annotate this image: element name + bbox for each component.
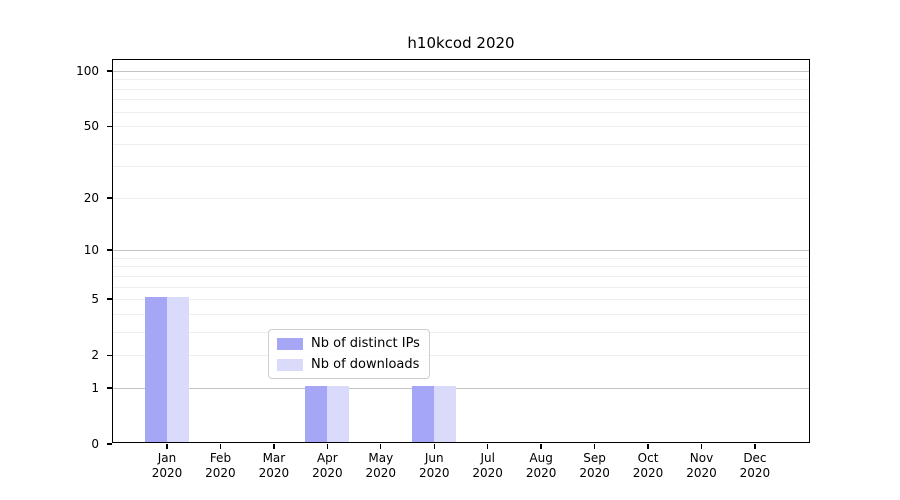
gridline-minor <box>113 331 809 333</box>
bar <box>167 297 189 442</box>
x-tick-label: Mar 2020 <box>258 451 290 480</box>
y-tick-mark <box>106 70 112 72</box>
x-tick-label: Jul 2020 <box>472 451 503 480</box>
chart-title: h10kcod 2020 <box>407 34 515 52</box>
x-tick-label: Jun 2020 <box>418 451 450 480</box>
y-tick-label: 0 <box>91 437 99 451</box>
y-tick-label: 20 <box>83 190 99 205</box>
gridline-minor <box>113 88 809 90</box>
y-tick-mark <box>106 387 112 389</box>
x-tick-label: Nov 2020 <box>686 451 717 480</box>
y-tick-mark <box>106 443 112 445</box>
gridline-minor <box>113 266 809 268</box>
y-tick-mark <box>106 197 112 199</box>
x-tick-label: May 2020 <box>365 451 397 480</box>
x-tick-mark <box>273 444 275 449</box>
x-tick-label: Feb 2020 <box>205 451 236 480</box>
gridline-minor <box>113 99 809 101</box>
bar <box>305 385 328 442</box>
gridline-minor <box>113 313 809 315</box>
gridline-major <box>113 387 809 389</box>
y-tick-label: 5 <box>91 292 99 307</box>
legend-label: Nb of downloads <box>311 357 420 372</box>
x-tick-label: Aug 2020 <box>525 451 557 480</box>
plot-area: 0 1 2 5 10 20 50 100 Jan 2020 Feb 2020 Mar 2020 Apr 202… <box>76 59 810 480</box>
bar <box>412 385 435 442</box>
x-tick-mark <box>593 444 596 449</box>
gridline-minor <box>113 111 809 113</box>
y-tick-label: 100 <box>76 64 99 78</box>
gridline-minor <box>113 286 809 288</box>
x-tick-label: Dec 2020 <box>739 451 771 480</box>
x-tick-mark <box>433 444 435 449</box>
legend-swatch <box>277 358 303 371</box>
y-tick-mark <box>106 298 112 300</box>
gridline-minor <box>113 355 809 357</box>
legend-label: Nb of distinct IPs <box>311 336 420 351</box>
y-tick-mark <box>106 249 112 251</box>
y-tick-mark <box>106 354 112 356</box>
gridline-minor <box>113 275 809 277</box>
x-tick-mark <box>219 444 222 449</box>
gridline-major <box>113 71 809 72</box>
x-tick-mark <box>540 444 542 449</box>
bar <box>327 385 350 442</box>
x-tick-mark <box>487 444 489 449</box>
gridline-minor <box>113 143 809 145</box>
x-tick-label: Jan 2020 <box>151 451 183 480</box>
x-tick-mark <box>380 444 382 449</box>
gridline-minor <box>113 79 809 81</box>
gridline-minor <box>113 166 809 168</box>
legend-entry: Nb of downloads <box>277 356 420 373</box>
y-tick-label: 10 <box>83 243 99 258</box>
y-tick-label: 50 <box>83 119 99 134</box>
y-tick-label: 2 <box>91 348 99 363</box>
gridline-minor <box>113 126 809 128</box>
x-tick-mark <box>754 444 756 449</box>
bar <box>434 385 457 442</box>
legend-swatch <box>277 337 303 350</box>
x-tick-mark <box>166 444 168 449</box>
gridline-minor <box>113 257 809 259</box>
legend: Nb of distinct IPs Nb of downloads <box>268 329 430 379</box>
y-tick-mark <box>106 125 112 127</box>
x-tick-label: Sep 2020 <box>579 451 610 480</box>
x-tick-label: Oct 2020 <box>632 451 664 480</box>
x-tick-label: Apr 2020 <box>312 451 343 480</box>
x-tick-mark <box>326 444 329 449</box>
x-tick-mark <box>700 444 703 449</box>
legend-entry: Nb of distinct IPs <box>277 335 420 352</box>
x-tick-mark <box>647 444 649 449</box>
y-tick-label: 1 <box>91 380 99 395</box>
gridline-major <box>113 250 809 252</box>
gridline-minor <box>113 197 809 199</box>
gridline-minor <box>113 299 809 301</box>
bar <box>145 297 167 442</box>
